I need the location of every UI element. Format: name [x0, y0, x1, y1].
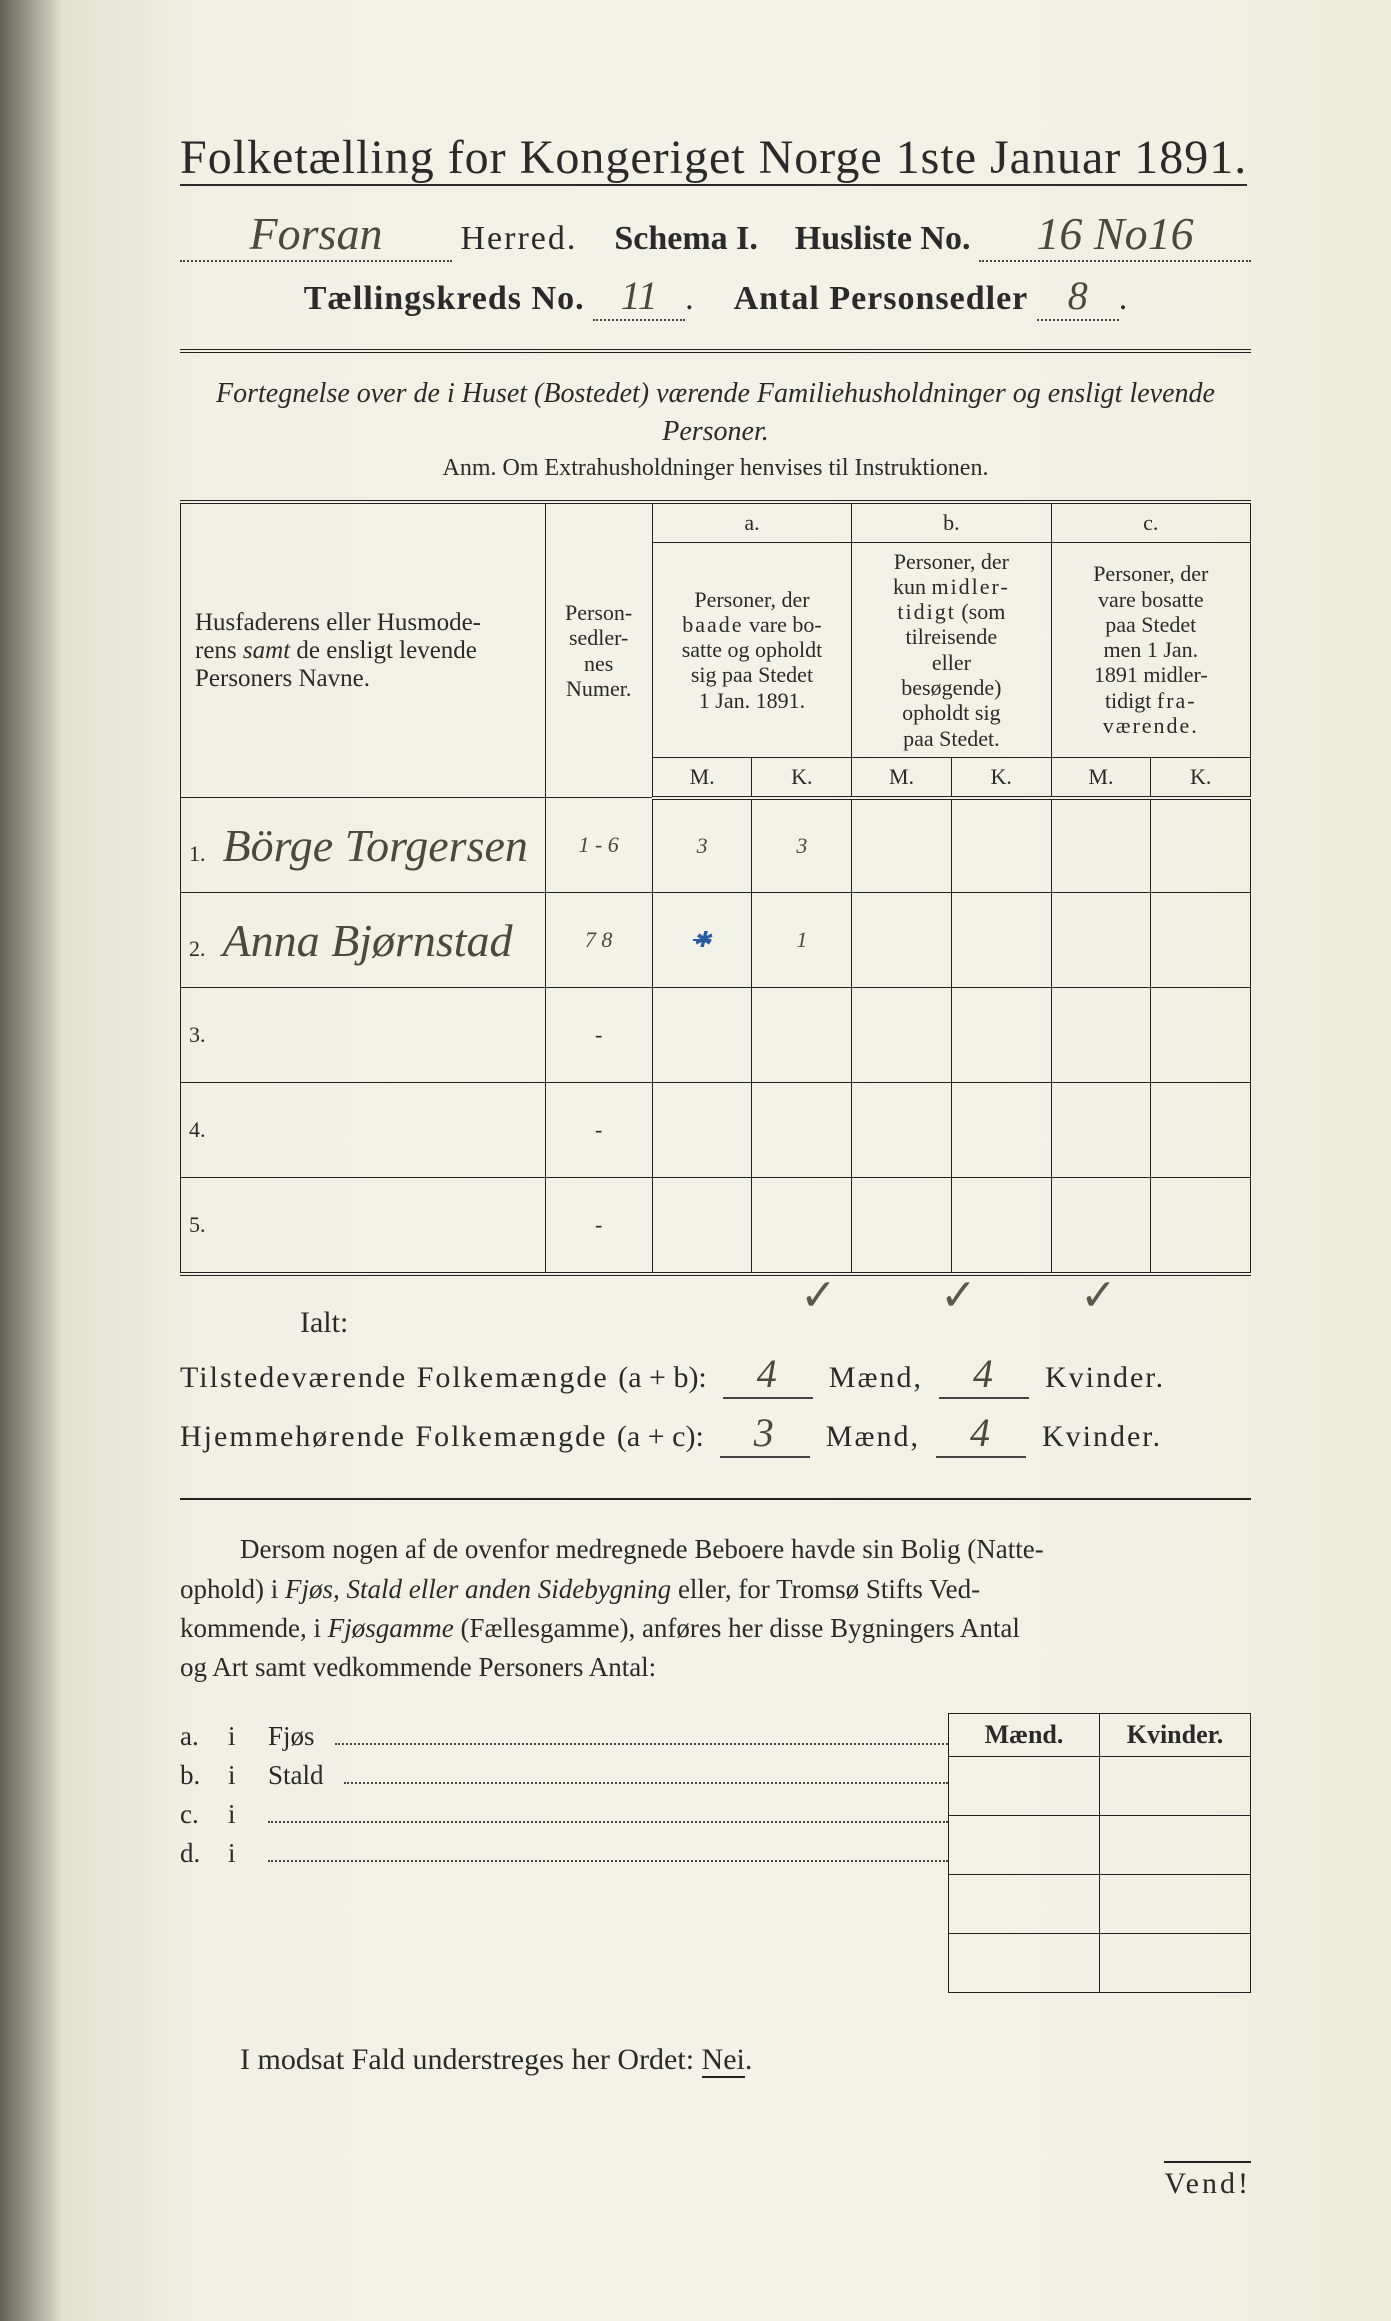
sum-home: Hjemmehørende Folkemængde (a + c): 3 Mæn…	[180, 1409, 1251, 1458]
col-a-desc: Personer, derbaade vare bo-satte og opho…	[652, 542, 851, 757]
divider-icon	[180, 1498, 1251, 1500]
husliste-value: 16 No16	[979, 207, 1251, 262]
personsedler-label: Antal Personsedler	[734, 280, 1029, 317]
list-item: d. i	[180, 1838, 948, 1869]
col-b-k: K.	[951, 757, 1051, 798]
ob-head-k: Kvinder.	[1100, 1714, 1251, 1757]
ob-head-m: Mænd.	[949, 1714, 1100, 1757]
col-a: a.	[652, 502, 851, 543]
herred-label: Herred.	[461, 220, 578, 257]
outbuilding-section: a. i Fjøs b. i Stald c. i d. i	[180, 1713, 1251, 1993]
table-row: 4. -	[181, 1083, 1251, 1178]
col-name: Husfaderens eller Husmode-rens samt de e…	[181, 502, 546, 798]
nei-line: I modsat Fald understreges her Ordet: Ne…	[180, 2043, 1251, 2077]
row-numer: 7 8	[545, 893, 652, 988]
household-table: Husfaderens eller Husmode-rens samt de e…	[180, 500, 1251, 1277]
vend-label: Vend!	[180, 2167, 1251, 2201]
table-row: 1. Börge Torgersen 1 - 6 3 3	[181, 798, 1251, 893]
col-b: b.	[852, 502, 1051, 543]
anm-text: Anm. Om Extrahusholdninger henvises til …	[180, 455, 1251, 482]
census-form-page: Folketælling for Kongeriget Norge 1ste J…	[0, 0, 1391, 2321]
schema-label: Schema I.	[614, 220, 758, 258]
divider-icon	[180, 349, 1251, 353]
outbuilding-paragraph: Dersom nogen af de ovenfor medregnede Be…	[180, 1530, 1251, 1687]
kreds-label: Tællingskreds No.	[304, 280, 585, 317]
col-c-m: M.	[1051, 757, 1151, 798]
col-a-m: M.	[652, 757, 752, 798]
col-b-desc: Personer, derkun midler-tidigt (somtilre…	[852, 542, 1051, 757]
outbuilding-table: Mænd. Kvinder.	[948, 1713, 1251, 1993]
row-numer: 1 - 6	[545, 798, 652, 893]
husliste-label: Husliste No.	[795, 220, 971, 257]
personsedler-value: 8	[1037, 272, 1119, 321]
present-m: 4	[723, 1350, 813, 1399]
fortegnelse-text: Fortegnelse over de i Huset (Bostedet) v…	[180, 375, 1251, 451]
list-item: a. i Fjøs	[180, 1721, 948, 1752]
list-item: b. i Stald	[180, 1760, 948, 1791]
col-a-k: K.	[752, 757, 852, 798]
page-title: Folketælling for Kongeriget Norge 1ste J…	[180, 130, 1251, 185]
table-row: 2. Anna Bjørnstad 7 8 ✱ 1 1	[181, 893, 1251, 988]
home-k: 4	[936, 1409, 1026, 1458]
col-c-k: K.	[1151, 757, 1251, 798]
col-c-desc: Personer, dervare bosattepaa Stedetmen 1…	[1051, 542, 1250, 757]
table-row: 3. -	[181, 988, 1251, 1083]
col-b-m: M.	[852, 757, 952, 798]
row-name: Börge Torgersen	[223, 820, 528, 871]
header-line-1: Forsan Herred. Schema I. Husliste No. 16…	[180, 207, 1251, 262]
list-item: c. i	[180, 1799, 948, 1830]
outbuilding-list: a. i Fjøs b. i Stald c. i d. i	[180, 1713, 948, 1877]
col-c: c.	[1051, 502, 1250, 543]
col-numer: Person-sedler-nesNumer.	[545, 502, 652, 798]
row-name: Anna Bjørnstad	[223, 915, 513, 966]
sum-present: Tilstedeværende Folkemængde (a + b): 4 M…	[180, 1350, 1251, 1399]
present-k: 4	[939, 1350, 1029, 1399]
header-line-2: Tællingskreds No. 11. Antal Personsedler…	[180, 272, 1251, 321]
kreds-value: 11	[593, 272, 685, 321]
home-m: 3	[720, 1409, 810, 1458]
herred-value: Forsan	[180, 207, 452, 262]
table-row: 5. -	[181, 1178, 1251, 1275]
